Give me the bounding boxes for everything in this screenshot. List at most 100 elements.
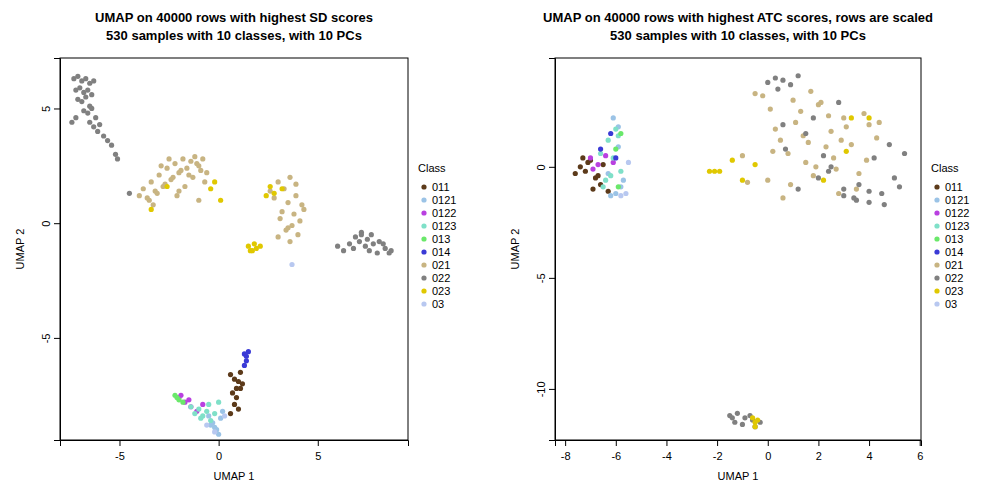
point — [115, 156, 120, 161]
panel: UMAP on 40000 rows with highest SD score… — [14, 10, 456, 482]
point — [785, 151, 790, 156]
point — [375, 250, 380, 255]
y-tick: 5 — [40, 106, 60, 112]
x-tick-label: 2 — [816, 450, 822, 462]
point — [773, 75, 778, 80]
point — [287, 239, 292, 244]
point — [806, 140, 811, 145]
point — [841, 186, 846, 191]
point — [301, 207, 306, 212]
point — [590, 166, 595, 171]
series — [588, 153, 616, 172]
series — [727, 73, 907, 429]
point — [613, 146, 618, 151]
point — [335, 244, 340, 249]
point — [69, 120, 74, 125]
point — [882, 202, 887, 207]
point — [170, 175, 175, 180]
y-tick-label: 0 — [40, 221, 52, 227]
point — [595, 173, 600, 178]
point — [200, 156, 205, 161]
point — [877, 120, 882, 125]
point — [240, 381, 245, 386]
point — [836, 100, 841, 105]
legend: Class01101210122012301301402102202303 — [418, 162, 456, 310]
point — [803, 131, 808, 136]
point — [745, 180, 750, 185]
x-tick-mark — [318, 440, 319, 446]
point — [874, 135, 879, 140]
point — [285, 200, 290, 205]
legend-label: 021 — [945, 259, 963, 271]
point — [208, 186, 213, 191]
point — [279, 209, 284, 214]
point — [892, 175, 897, 180]
x-tick-label: -5 — [115, 450, 125, 462]
point — [285, 225, 290, 230]
legend-marker — [421, 236, 426, 241]
point — [623, 191, 628, 196]
x-axis-line — [556, 441, 922, 447]
point — [176, 188, 181, 193]
x-tick: -2 — [713, 440, 723, 462]
x-tick-mark — [920, 440, 921, 446]
point — [808, 89, 813, 94]
point — [244, 354, 249, 359]
point — [228, 411, 233, 416]
x-tick-mark — [219, 440, 220, 446]
point — [844, 124, 849, 129]
points — [69, 74, 393, 437]
point — [164, 166, 169, 171]
x-tick-mark — [119, 440, 120, 446]
point — [289, 262, 294, 267]
point — [192, 411, 197, 416]
point — [252, 241, 257, 246]
point — [790, 98, 795, 103]
plot-frame — [555, 58, 921, 440]
point — [803, 160, 808, 165]
legend-marker — [934, 210, 939, 215]
y-tick-mark — [549, 278, 555, 279]
point — [834, 166, 839, 171]
point — [768, 106, 773, 111]
legend-label: 0123 — [432, 220, 456, 232]
point — [200, 402, 205, 407]
point — [75, 74, 80, 79]
legend-label: 0121 — [945, 194, 969, 206]
y-tick-mark — [549, 389, 555, 390]
point — [182, 184, 187, 189]
point — [811, 173, 816, 178]
point — [85, 88, 90, 93]
point — [93, 115, 98, 120]
point — [387, 250, 392, 255]
point — [828, 164, 833, 169]
x-tick-label: 4 — [867, 450, 873, 462]
point — [611, 115, 616, 120]
point — [357, 239, 362, 244]
point — [212, 179, 217, 184]
y-axis: -505 — [40, 59, 61, 441]
y-tick-label: -10 — [535, 381, 547, 397]
point — [621, 178, 626, 183]
point — [293, 182, 298, 187]
y-tick-mark — [54, 223, 60, 224]
point — [196, 198, 201, 203]
series — [740, 89, 882, 201]
x-tick-mark — [565, 440, 566, 446]
point — [732, 420, 737, 425]
point — [178, 168, 183, 173]
x-axis: -505 — [61, 440, 409, 462]
legend-label: 023 — [945, 285, 963, 297]
point — [793, 120, 798, 125]
legend-marker — [934, 223, 939, 228]
point — [73, 115, 78, 120]
point — [89, 92, 94, 97]
x-tick: 0 — [216, 440, 222, 462]
point — [735, 411, 740, 416]
title: UMAP on 40000 rows with highest SD score… — [95, 10, 373, 25]
point — [369, 232, 374, 237]
point — [864, 158, 869, 163]
legend-marker — [421, 275, 426, 280]
point — [578, 164, 583, 169]
point — [204, 422, 209, 427]
